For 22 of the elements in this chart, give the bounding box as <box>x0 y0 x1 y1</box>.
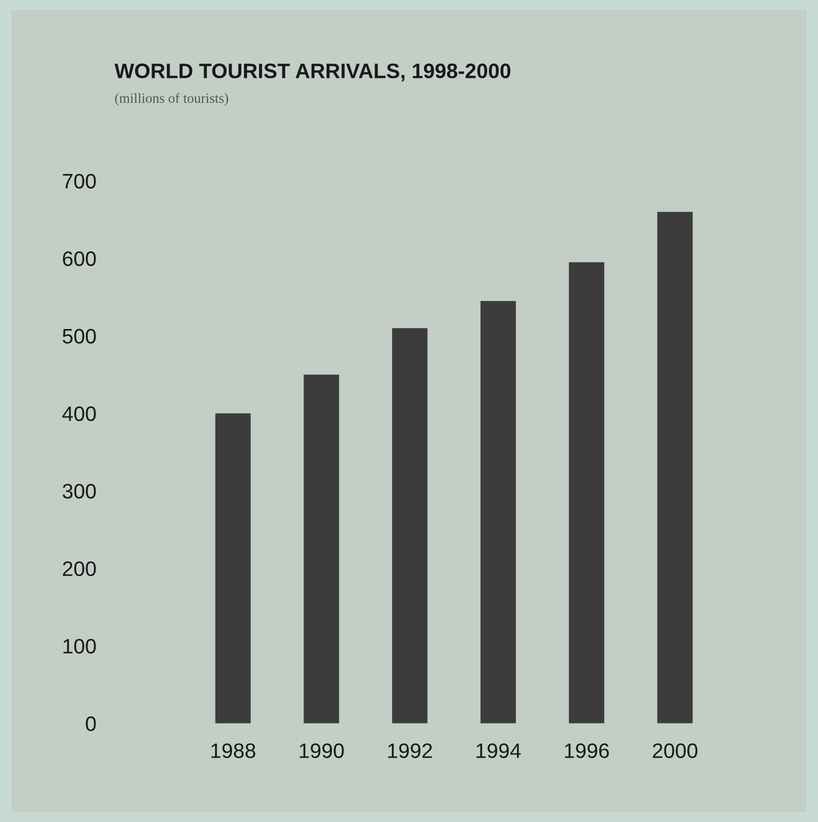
y-tick-label: 400 <box>62 406 96 422</box>
chart-title: WORLD TOURIST ARRIVALS, 1998-2000 <box>114 64 510 82</box>
x-tick-label: 1988 <box>211 743 256 758</box>
x-tick-label: 2000 <box>652 743 698 758</box>
y-tick-label: 200 <box>62 561 96 576</box>
chart-subtitle: (millions of tourists) <box>115 92 228 106</box>
bar <box>304 374 340 724</box>
y-tick-label: 700 <box>62 174 96 189</box>
bar <box>568 262 604 724</box>
y-tick-label: 0 <box>86 716 96 732</box>
y-tick-label: 300 <box>62 484 96 499</box>
y-tick-label: 500 <box>62 328 96 344</box>
bar <box>480 300 516 724</box>
y-tick-label: 100 <box>63 638 96 654</box>
x-tick-label: 1994 <box>476 743 521 758</box>
bar <box>215 413 251 724</box>
bar <box>392 328 428 724</box>
x-tick-label: 1990 <box>300 743 344 758</box>
x-tick-label: 1996 <box>565 743 609 758</box>
x-tick-label: 1992 <box>388 743 432 758</box>
y-tick-label: 600 <box>62 251 96 266</box>
bar <box>657 212 693 724</box>
